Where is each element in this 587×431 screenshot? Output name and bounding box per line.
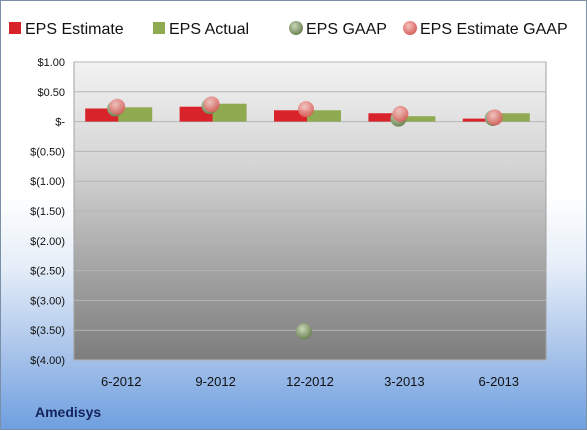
bar-eps-actual bbox=[495, 113, 530, 122]
legend-swatch bbox=[153, 22, 165, 34]
y-tick-label: $1.00 bbox=[37, 57, 65, 69]
bar-eps-estimate bbox=[274, 110, 308, 122]
legend-label: EPS Estimate GAAP bbox=[420, 21, 568, 38]
company-name: Amedisys bbox=[35, 404, 101, 420]
legend-label: EPS GAAP bbox=[306, 21, 387, 38]
y-tick-label: $(3.50) bbox=[30, 325, 65, 337]
legend-label: EPS Estimate bbox=[25, 21, 124, 38]
marker-eps-estimate-gaap bbox=[486, 109, 503, 126]
marker-eps-gaap bbox=[296, 323, 312, 340]
y-axis-ticks: $1.00 $0.50 $- $(0.50) $(1.00) $(1.50) $(2.00)… bbox=[30, 57, 65, 367]
x-category-label: 6-2012 bbox=[101, 374, 141, 389]
y-tick-label: $(2.50) bbox=[30, 266, 65, 278]
bar-eps-estimate bbox=[368, 113, 403, 122]
x-category-label: 12-2012 bbox=[286, 374, 334, 389]
markers bbox=[107, 96, 503, 340]
y-tick-label: $(4.00) bbox=[30, 355, 65, 367]
y-tick-label: $0.50 bbox=[37, 87, 65, 99]
y-tick-label: $(1.50) bbox=[30, 206, 65, 218]
bar-eps-estimate bbox=[462, 118, 497, 122]
bar-eps-actual bbox=[118, 107, 153, 122]
marker-eps-estimate-gaap bbox=[109, 98, 126, 115]
x-category-label: 3-2013 bbox=[384, 374, 424, 389]
marker-eps-estimate-gaap bbox=[298, 101, 314, 118]
x-category-label: 6-2013 bbox=[479, 374, 519, 389]
marker-eps-estimate-gaap bbox=[392, 105, 409, 122]
y-tick-label: $(0.50) bbox=[30, 146, 65, 158]
legend-label: EPS Actual bbox=[169, 21, 249, 38]
y-tick-label: $(3.00) bbox=[30, 295, 65, 307]
legend: EPS Estimate EPS Actual EPS GAAP EPS Estima… bbox=[9, 21, 568, 38]
bar-eps-actual bbox=[401, 116, 436, 122]
legend-swatch bbox=[403, 21, 417, 35]
y-tick-label: $(1.00) bbox=[30, 176, 65, 188]
bars bbox=[85, 103, 530, 122]
x-axis-categories: 6-2012 9-2012 12-2012 3-2013 6-2013 bbox=[101, 374, 519, 389]
x-category-label: 9-2012 bbox=[195, 374, 235, 389]
legend-swatch bbox=[289, 21, 303, 35]
bar-eps-actual bbox=[212, 103, 247, 122]
y-tick-label: $- bbox=[55, 117, 65, 129]
legend-swatch bbox=[9, 22, 21, 34]
bar-eps-actual bbox=[307, 110, 341, 122]
y-tick-label: $(2.00) bbox=[30, 236, 65, 248]
marker-eps-estimate-gaap bbox=[203, 96, 220, 113]
